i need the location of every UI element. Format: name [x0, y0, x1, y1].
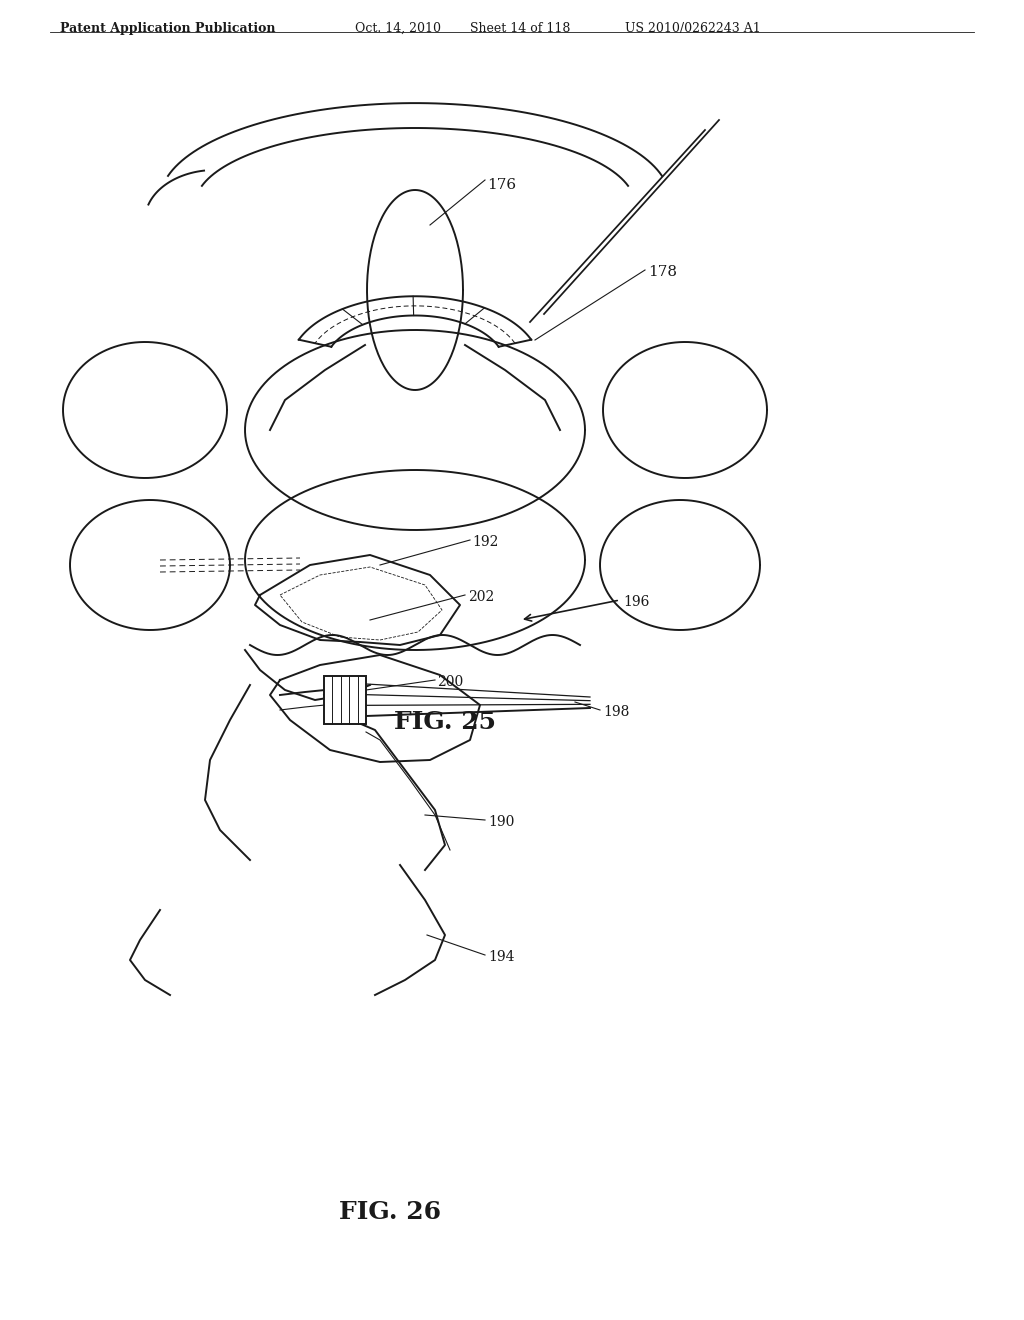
Text: 190: 190	[488, 814, 514, 829]
Text: 194: 194	[488, 950, 514, 964]
Text: Patent Application Publication: Patent Application Publication	[60, 22, 275, 36]
Text: FIG. 26: FIG. 26	[339, 1200, 441, 1224]
Text: 196: 196	[623, 595, 649, 609]
Text: US 2010/0262243 A1: US 2010/0262243 A1	[625, 22, 761, 36]
Text: Oct. 14, 2010: Oct. 14, 2010	[355, 22, 441, 36]
Text: 178: 178	[648, 265, 677, 279]
Text: 198: 198	[603, 705, 630, 719]
Text: 202: 202	[468, 590, 495, 605]
Text: Sheet 14 of 118: Sheet 14 of 118	[470, 22, 570, 36]
Text: 200: 200	[437, 675, 463, 689]
Text: 192: 192	[472, 535, 499, 549]
Text: 176: 176	[487, 178, 516, 191]
FancyBboxPatch shape	[324, 676, 366, 723]
Text: FIG. 25: FIG. 25	[394, 710, 496, 734]
